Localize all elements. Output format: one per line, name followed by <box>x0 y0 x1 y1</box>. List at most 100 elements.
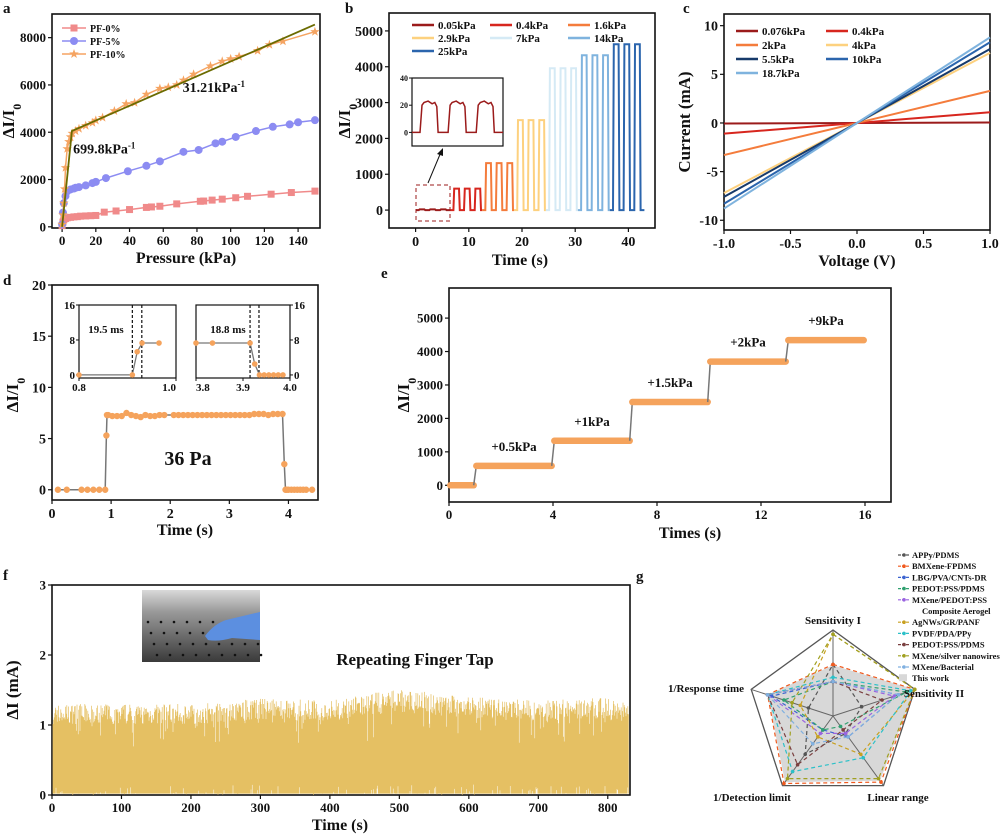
data-point <box>81 181 90 190</box>
radar-point <box>790 769 795 774</box>
data-point <box>163 82 174 92</box>
board-hole <box>204 642 208 646</box>
data-point <box>63 486 70 493</box>
x-tick-label: 140 <box>288 233 308 248</box>
radar-series <box>786 633 916 780</box>
board-hole <box>168 653 172 657</box>
y-tick-label: 3 <box>40 578 47 593</box>
data-point <box>155 83 165 93</box>
inset-data-point <box>247 340 253 346</box>
inset-data-point <box>129 372 136 378</box>
legend-label: APPy/PDMS <box>912 550 959 560</box>
x-tick-label: 500 <box>390 800 410 815</box>
data-point <box>274 410 282 418</box>
y-tick-label: -5 <box>706 166 718 181</box>
inset-release: 3.8 3.9 4.00 8 16 18.8 ms <box>193 300 306 394</box>
x-tick-label: 0 <box>446 507 453 522</box>
y-axis-title-subscript: 0 <box>346 104 360 110</box>
x-axis-title: Times (s) <box>659 525 721 542</box>
step-label: +0.5kPa <box>491 439 537 454</box>
inset-data-point <box>134 348 140 355</box>
board-hole <box>181 653 185 657</box>
radar-series <box>766 676 912 773</box>
data-point <box>74 183 83 192</box>
x-tick-label: 600 <box>459 800 479 815</box>
legend-label: BMXene-FPDMS <box>912 561 976 571</box>
radar-axis-label: Sensitivity I <box>805 615 861 627</box>
board-hole <box>201 631 205 635</box>
legend-label: 0.4kPa <box>852 26 885 38</box>
data-point <box>302 486 310 493</box>
x-tick-label: 30 <box>568 235 582 250</box>
inset-x-tick-label: 4.0 <box>283 382 297 394</box>
y-tick-label: 4000 <box>355 61 383 76</box>
radar-series <box>766 663 916 785</box>
plot-frame <box>51 13 321 229</box>
legend-marker <box>70 24 78 32</box>
y-tick-label: 5000 <box>417 311 443 326</box>
radar-point <box>896 692 901 697</box>
panel-c: -1.0 -0.5 0.0 0.5 1.0 -10 -5 0 5 10 c Voltage (V) Cu… <box>675 1 999 270</box>
y-axis-title-subscript: 0 <box>405 378 419 384</box>
inset-frame <box>195 304 291 379</box>
x-tick-label: 60 <box>157 233 170 248</box>
data-point <box>156 411 163 419</box>
radar-point <box>806 706 811 710</box>
x-tick-label: 1 <box>108 507 115 522</box>
inset-y-tick-label: 8 <box>294 335 300 347</box>
panel-label: c <box>683 1 690 17</box>
x-axis-title: Time (s) <box>312 817 368 834</box>
y-tick-label: 10 <box>32 381 46 396</box>
y-tick-label: -10 <box>699 214 718 229</box>
y-tick-label: 8000 <box>20 30 46 45</box>
legend-marker <box>902 642 906 647</box>
y-axis-title-text: ΔI/I <box>3 383 22 412</box>
data-point <box>218 137 227 146</box>
data-point <box>225 53 236 63</box>
legend-label: PVDF/PDA/PPy <box>912 628 972 638</box>
data-point <box>161 411 168 419</box>
data-point <box>279 410 286 418</box>
x-axis-title: Voltage (V) <box>818 253 895 270</box>
x-tick-label: 0 <box>59 233 66 248</box>
data-point <box>227 411 234 419</box>
board-hole <box>152 642 156 646</box>
radar-point <box>810 742 815 746</box>
x-tick-label: 40 <box>621 235 635 250</box>
y-axis-title-subscript: 0 <box>14 378 28 384</box>
y-tick-label: 2000 <box>355 132 383 147</box>
y-tick-label: 0 <box>39 484 46 499</box>
data-point <box>294 118 303 127</box>
slope-annotation: 31.21kPa-1 <box>183 79 246 96</box>
inset-frame <box>411 77 504 147</box>
data-point <box>285 120 294 129</box>
board-hole <box>188 631 192 635</box>
y-tick-label: 5 <box>39 432 46 447</box>
pulse-series <box>577 54 610 212</box>
y-tick-label: 5000 <box>355 25 383 40</box>
data-point <box>208 411 215 419</box>
legend-label: 7kPa <box>516 33 540 45</box>
step-transition <box>628 401 634 441</box>
plot-frame <box>51 584 631 796</box>
pulse-series <box>450 187 483 212</box>
inset-y-tick-label: 40 <box>400 74 408 83</box>
inset-data-point <box>280 372 286 378</box>
data-point <box>142 161 151 170</box>
data-point <box>129 97 140 107</box>
y-tick-label: 1000 <box>417 444 443 459</box>
x-tick-label: 0.5 <box>915 237 933 252</box>
data-point <box>194 145 203 154</box>
y-tick-label: 3000 <box>417 378 443 393</box>
x-tick-label: 4 <box>550 507 557 522</box>
data-point <box>146 412 154 420</box>
legend-label: LBG/PVA/CNTs-DR <box>912 572 987 582</box>
x-tick-label: 1.0 <box>981 237 999 252</box>
radar-point <box>831 679 835 684</box>
panel-label: e <box>381 266 388 282</box>
y-tick-label: 2 <box>40 648 47 663</box>
legend-label: PF-5% <box>90 37 121 48</box>
inset-y-tick-label: 16 <box>294 300 306 312</box>
data-point <box>82 212 90 220</box>
y-axis-title-text: ΔI (mA) <box>3 660 22 719</box>
